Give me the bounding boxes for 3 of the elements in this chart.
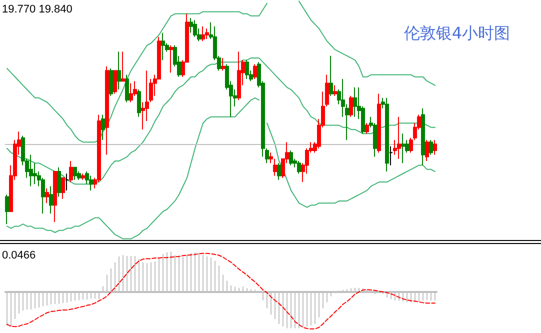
annotation: 0.0466: [2, 250, 36, 262]
text: 伦敦银4小时图: [404, 24, 510, 42]
annotation: 19.770 19.840: [2, 4, 72, 16]
